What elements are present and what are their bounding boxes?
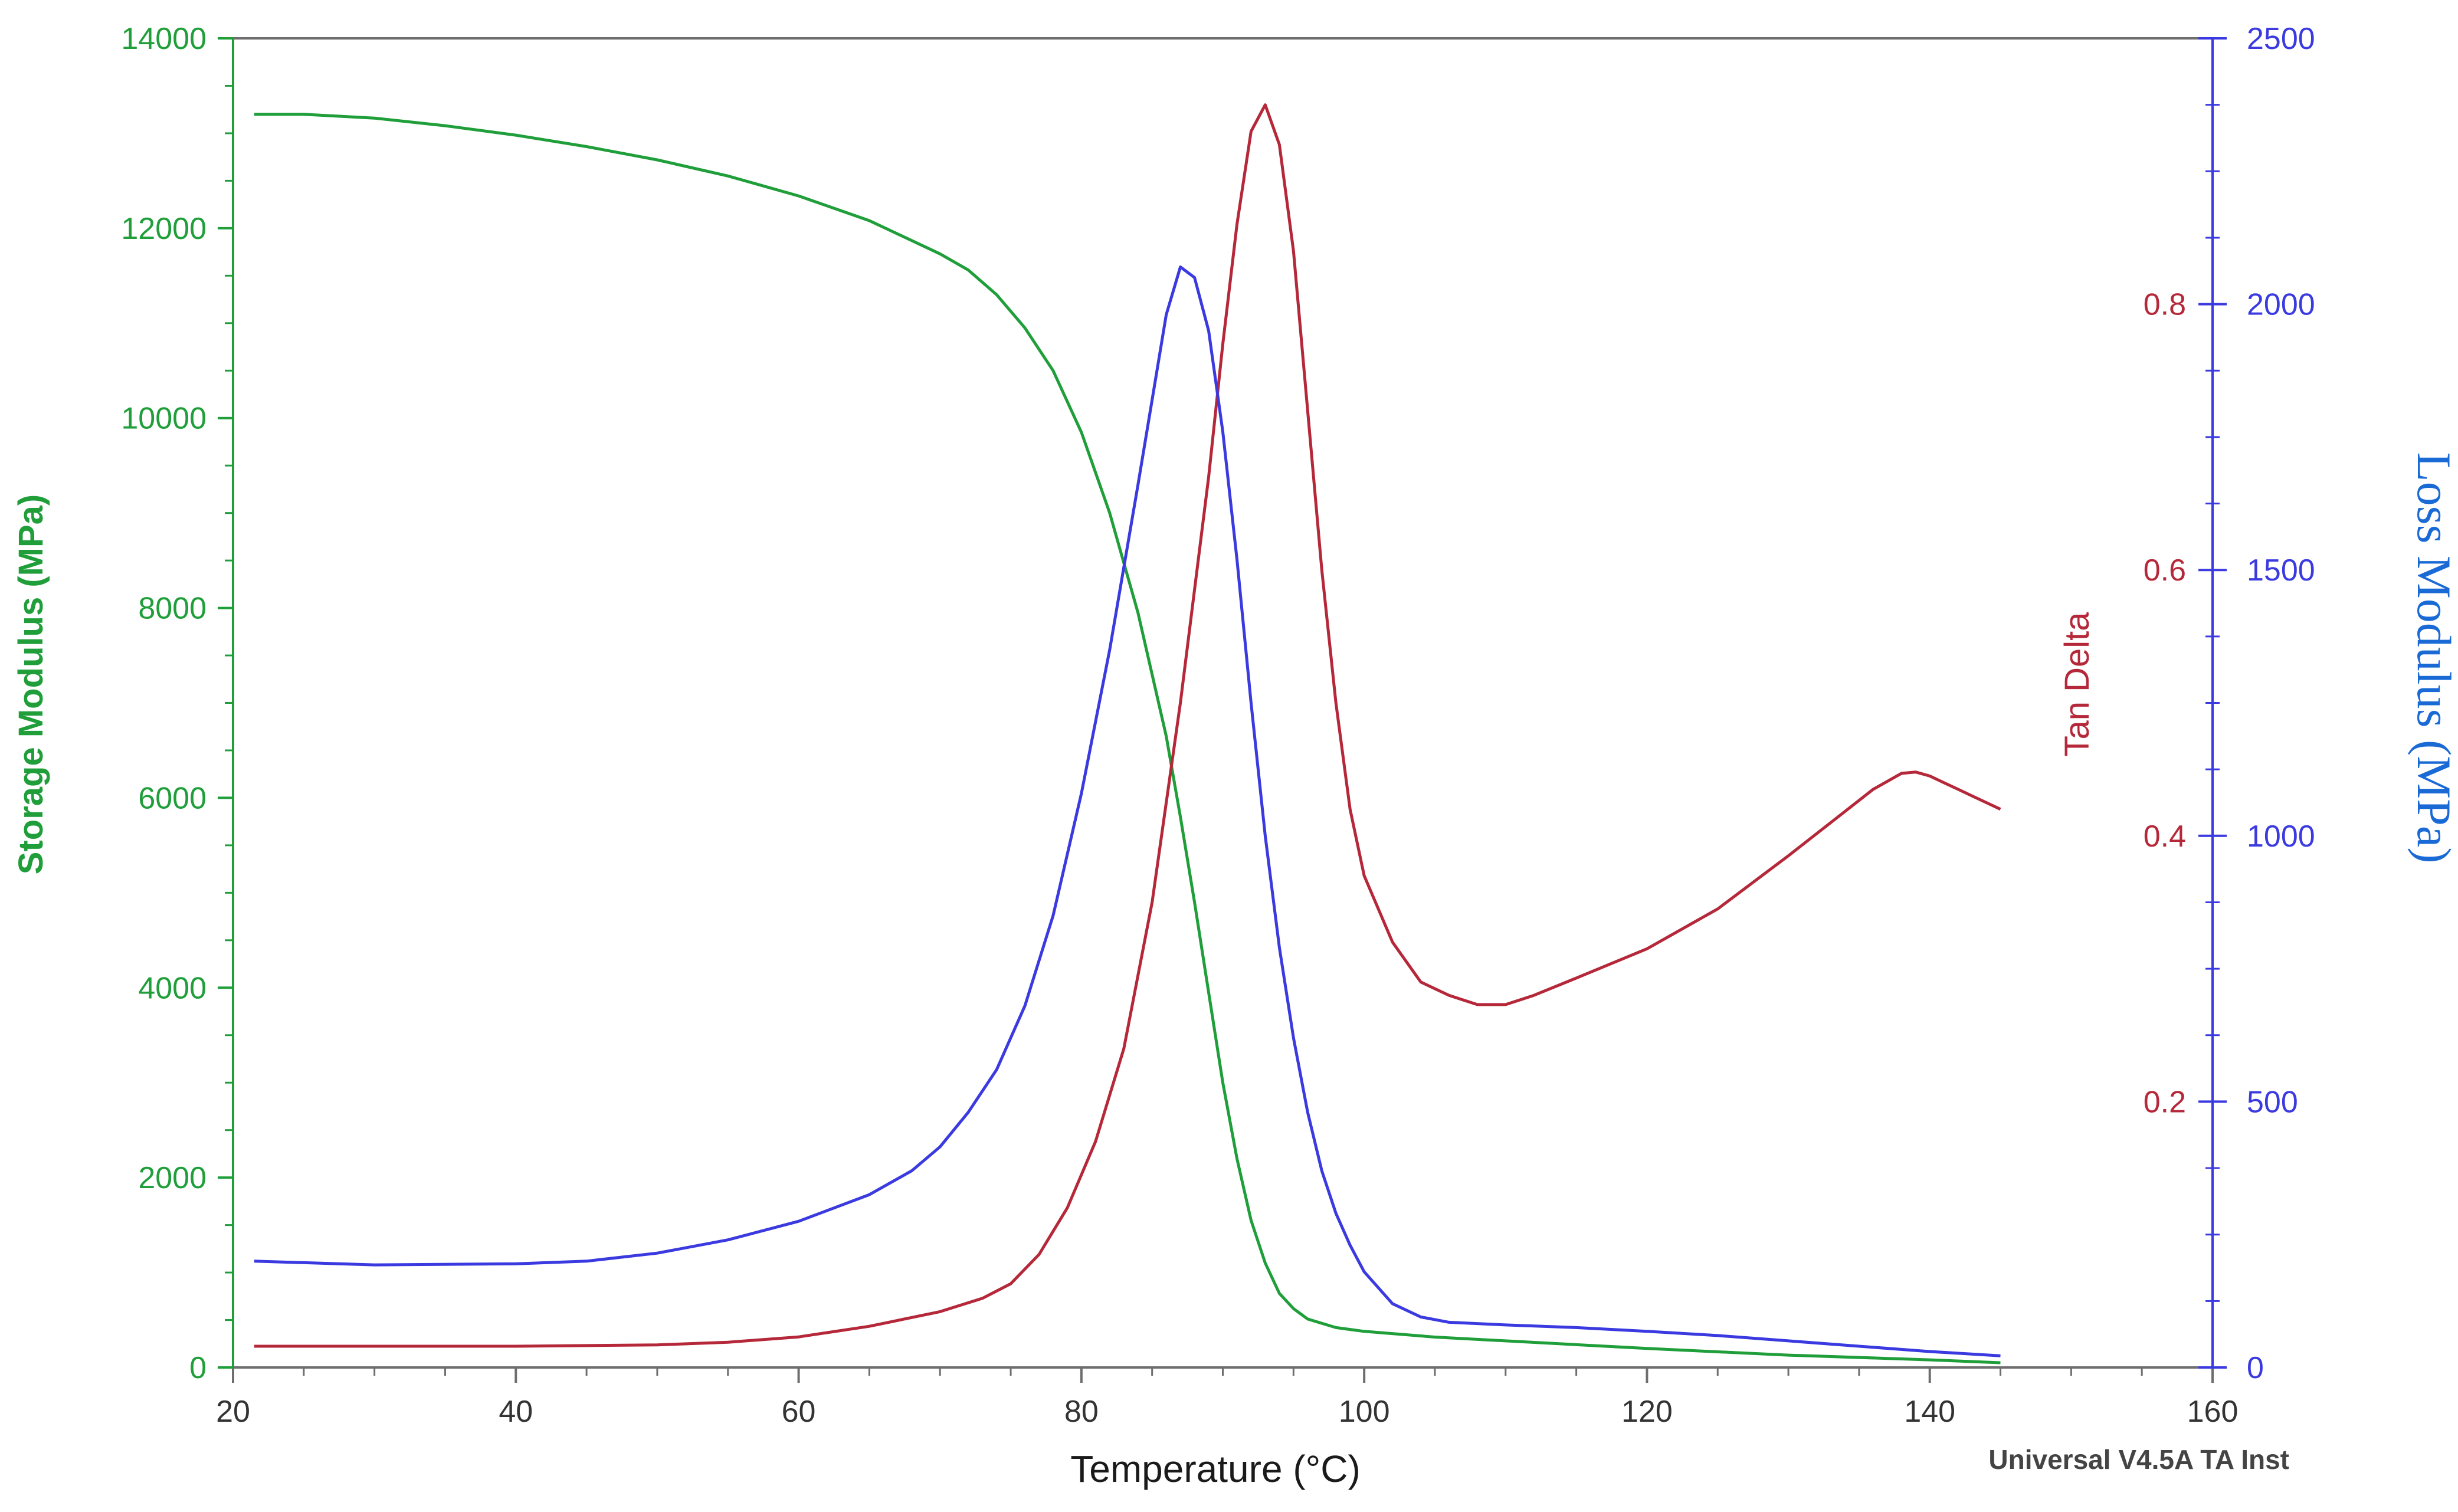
left-tick-label: 8000	[138, 592, 207, 626]
left-tick-label: 2000	[138, 1161, 207, 1195]
x-axis-label: Temperature (°C)	[1070, 1448, 1361, 1490]
x-tick-label: 100	[1339, 1395, 1390, 1429]
x-tick-label: 80	[1064, 1395, 1099, 1429]
left-tick-label: 10000	[121, 402, 207, 436]
storage-modulus-axis-label: Storage Modulus (MPa)	[12, 494, 50, 874]
left-tick-label: 6000	[138, 781, 207, 815]
loss-tick-label: 500	[2247, 1085, 2298, 1119]
x-tick-label: 140	[1904, 1395, 1955, 1429]
loss-tick-label: 2000	[2247, 288, 2315, 322]
left-tick-label: 12000	[121, 212, 207, 246]
x-tick-label: 40	[499, 1395, 533, 1429]
instrument-footer-text: Universal V4.5A TA Inst	[1988, 1444, 2289, 1475]
loss-tick-label: 1500	[2247, 553, 2315, 588]
loss-modulus-axis-label: Loss Modulus (MPa)	[2407, 452, 2458, 863]
left-tick-label: 14000	[121, 22, 207, 56]
left-tick-label: 4000	[138, 971, 207, 1005]
tan-delta-tick-label: 0.8	[2144, 288, 2186, 322]
x-tick-label: 60	[782, 1395, 816, 1429]
loss-tick-label: 1000	[2247, 819, 2315, 854]
tan-delta-tick-label: 0.2	[2144, 1085, 2186, 1119]
tan-delta-tick-label: 0.4	[2144, 819, 2186, 854]
tan-delta-axis-label: Tan Delta	[2058, 612, 2096, 757]
storage-modulus-line	[254, 113, 2001, 1365]
x-tick-label: 160	[2187, 1395, 2239, 1429]
tan-delta-tick-label: 0.6	[2144, 553, 2186, 588]
tan-delta-line	[254, 103, 2001, 1348]
loss-tick-label: 0	[2247, 1351, 2264, 1385]
left-tick-label: 0	[189, 1351, 207, 1385]
loss-modulus-line	[254, 265, 2001, 1357]
x-tick-label: 20	[216, 1395, 250, 1429]
loss-tick-label: 2500	[2247, 22, 2315, 56]
x-tick-label: 120	[1621, 1395, 1673, 1429]
